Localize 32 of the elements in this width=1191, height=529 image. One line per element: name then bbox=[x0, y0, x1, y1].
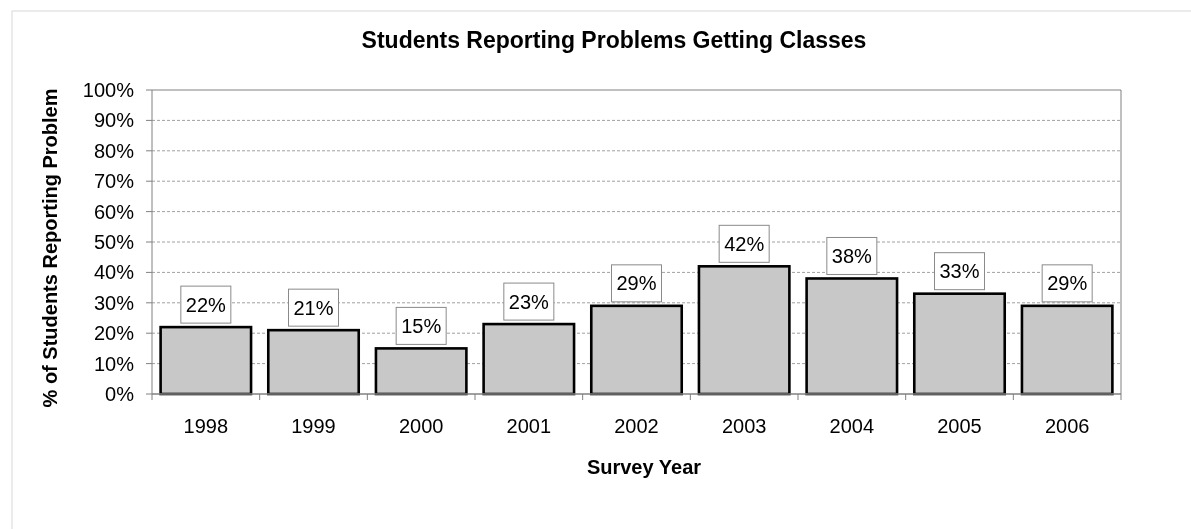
y-tick-label: 60% bbox=[93, 200, 135, 223]
data-label: 29% bbox=[616, 272, 657, 295]
y-tick-label: 50% bbox=[93, 231, 135, 253]
y-tick-label: 20% bbox=[93, 322, 135, 345]
chart-title: Students Reporting Problems Getting Classes bbox=[361, 27, 867, 53]
x-tick-label: 2001 bbox=[506, 415, 552, 437]
x-tick-label: 2005 bbox=[937, 415, 982, 437]
y-axis-title: % of Students Reporting Problem bbox=[39, 88, 61, 408]
y-tick-label: 90% bbox=[93, 109, 135, 132]
x-tick-label: 2006 bbox=[1044, 415, 1090, 437]
y-tick-label: 40% bbox=[93, 261, 135, 284]
data-label: 38% bbox=[831, 244, 873, 267]
data-label: 29% bbox=[1047, 272, 1088, 295]
x-tick-label: 1998 bbox=[183, 415, 229, 437]
y-tick-label: 100% bbox=[82, 79, 135, 101]
data-label: 42% bbox=[724, 232, 765, 255]
data-label: 23% bbox=[508, 290, 550, 313]
y-tick-label: 0% bbox=[105, 383, 135, 405]
y-tick-label: 30% bbox=[93, 291, 135, 314]
x-tick-label: 2002 bbox=[614, 415, 659, 437]
data-label: 15% bbox=[401, 314, 442, 337]
data-label: 33% bbox=[939, 260, 980, 283]
data-label: 22% bbox=[185, 293, 227, 316]
x-axis-title: Survey Year bbox=[586, 456, 702, 478]
y-tick-label: 10% bbox=[93, 352, 135, 375]
x-tick-label: 2000 bbox=[398, 415, 444, 437]
x-tick-label: 2004 bbox=[829, 415, 875, 437]
y-tick-label: 80% bbox=[93, 139, 135, 162]
data-label: 21% bbox=[293, 296, 334, 319]
x-tick-label: 2003 bbox=[721, 415, 767, 437]
x-tick-label: 1999 bbox=[291, 415, 336, 437]
y-tick-label: 70% bbox=[93, 170, 135, 193]
